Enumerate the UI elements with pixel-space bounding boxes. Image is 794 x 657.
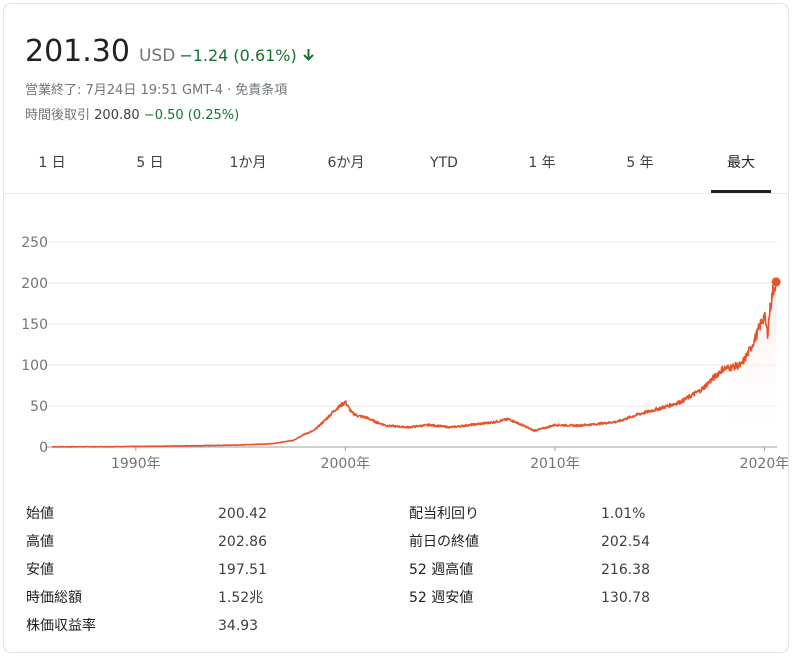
currency-label: USD — [138, 46, 176, 66]
stat-label: 配当利回り — [409, 506, 479, 522]
market-status-text: 営業終了: 7月24日 19:51 GMT-4 — [25, 83, 224, 98]
y-tick-label: 100 — [21, 358, 48, 374]
after-hours-price: 200.80 — [94, 108, 140, 123]
stat-value: 130.78 — [601, 590, 650, 606]
stat-value: 202.86 — [218, 534, 267, 550]
after-hours-change: −0.50 (0.25%) — [143, 108, 240, 123]
y-tick-label: 50 — [30, 399, 48, 415]
series-line — [51, 281, 777, 448]
stat-value: 202.54 — [601, 534, 650, 550]
stat-label: 安値 — [26, 562, 54, 578]
tab-1m[interactable]: 1か月 — [229, 155, 267, 171]
tab-6m[interactable]: 6か月 — [327, 155, 365, 171]
tab-1d[interactable]: 1 日 — [38, 155, 66, 171]
y-tick-label: 150 — [21, 317, 48, 333]
stat-label: 52 週安値 — [409, 590, 474, 606]
last-point-marker — [771, 277, 781, 287]
tab-max[interactable]: 最大 — [711, 144, 771, 193]
stat-label: 前日の終値 — [409, 534, 479, 550]
stock-card: 201.30 USD −1.24 (0.61%) 営業終了: 7月24日 19:… — [3, 3, 789, 653]
disclaimer-link[interactable]: 免責条項 — [235, 83, 288, 98]
x-tick-label: 2000年 — [321, 456, 371, 472]
stat-value: 1.01% — [601, 506, 646, 522]
x-tick-label: 2010年 — [530, 456, 580, 472]
stat-value: 1.52兆 — [218, 590, 264, 606]
stat-label: 52 週高値 — [409, 562, 474, 578]
price-header: 201.30 USD −1.24 (0.61%) — [25, 34, 315, 69]
stat-value: 34.93 — [218, 618, 259, 634]
price-chart[interactable]: 0 50 100 150 200 250 1990年 2000年 2010年 2020年 — [4, 229, 788, 479]
stat-value: 216.38 — [601, 562, 650, 578]
y-tick-label: 0 — [39, 440, 48, 456]
price-change: −1.24 (0.61%) — [179, 46, 297, 65]
tab-1y[interactable]: 1 年 — [528, 155, 556, 171]
tab-ytd[interactable]: YTD — [430, 155, 458, 171]
x-tick-label: 1990年 — [111, 456, 161, 472]
stat-value: 197.51 — [218, 562, 267, 578]
x-tick-label: 2020年 — [740, 456, 788, 472]
stat-label: 高値 — [26, 534, 54, 550]
range-tabs: 1 日 5 日 1か月 6か月 YTD 1 年 5 年 最大 — [4, 144, 788, 194]
tab-5d[interactable]: 5 日 — [136, 155, 164, 171]
arrow-down-icon — [302, 46, 315, 65]
stat-value: 200.42 — [218, 506, 267, 522]
y-tick-label: 200 — [21, 276, 48, 292]
stat-label: 時価総額 — [26, 590, 82, 606]
tab-5y[interactable]: 5 年 — [626, 155, 654, 171]
stat-label: 始値 — [26, 506, 54, 522]
after-hours-label: 時間後取引 — [25, 108, 91, 123]
active-tab-indicator — [711, 190, 771, 193]
after-hours: 時間後取引 200.80 −0.50 (0.25%) — [25, 104, 239, 123]
tab-max-label: 最大 — [727, 155, 755, 171]
current-price: 201.30 — [25, 34, 130, 69]
y-tick-label: 250 — [21, 235, 48, 251]
stat-label: 株価収益率 — [26, 618, 96, 634]
market-status: 営業終了: 7月24日 19:51 GMT-4 · 免責条項 — [25, 83, 288, 98]
